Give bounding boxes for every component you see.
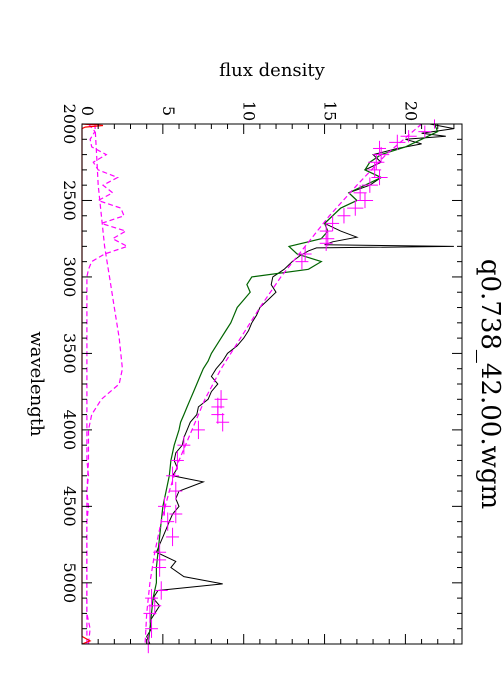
- error-bar: [400, 130, 417, 143]
- x-tick-label: 4500: [60, 486, 79, 527]
- error-bar: [148, 596, 162, 615]
- error-bar: [177, 436, 191, 455]
- series-line-1: [147, 123, 439, 645]
- error-bar: [418, 125, 432, 138]
- y-tick-label: 0: [78, 106, 97, 116]
- axis-ticks: 2000 2500 3000 3500 4000 4500 5000 0 5 10 15 20: [60, 101, 462, 645]
- error-bar: [319, 235, 333, 251]
- x-axis-label: wavelength: [26, 331, 47, 437]
- error-bar: [373, 146, 390, 163]
- plot-area: [81, 119, 454, 654]
- y-tick-label: 20: [401, 101, 420, 121]
- error-bar: [361, 177, 378, 193]
- series-line-4: [86, 123, 124, 644]
- error-bar: [211, 405, 225, 424]
- error-bar: [368, 162, 382, 178]
- x-tick-label: 3500: [60, 333, 79, 374]
- axes-frame: [81, 123, 463, 645]
- error-bar: [166, 466, 180, 485]
- y-tick-label: 10: [240, 101, 259, 121]
- error-bar: [143, 604, 157, 623]
- error-bar: [373, 140, 386, 157]
- y-axis-label: flux density: [219, 60, 325, 81]
- error-bar: [337, 208, 351, 224]
- error-bar: [169, 481, 183, 501]
- error-bar: [158, 497, 171, 516]
- error-bar: [353, 185, 367, 201]
- error-bar: [371, 169, 388, 186]
- x-tick-label: 2500: [60, 180, 79, 221]
- error-bar: [154, 581, 168, 600]
- x-tick-label: 2000: [60, 104, 79, 145]
- error-bar: [169, 504, 183, 524]
- x-tick-label: 5000: [60, 562, 79, 603]
- error-bar: [321, 231, 335, 247]
- series-line-2: [144, 123, 422, 645]
- error-bar: [214, 390, 228, 409]
- x-tick-label: 4000: [60, 410, 79, 451]
- error-bar: [356, 192, 374, 209]
- x-tick-label: 3000: [60, 257, 79, 298]
- error-bar: [191, 420, 205, 440]
- error-bar: [326, 215, 340, 232]
- chart-title: q0.738_42.00.wgm: [475, 259, 504, 509]
- series-line-3: [86, 123, 129, 645]
- error-bar: [161, 512, 175, 531]
- error-bar: [295, 254, 309, 270]
- error-bar: [145, 619, 158, 638]
- error-bar: [347, 200, 364, 216]
- error-bar: [389, 134, 406, 150]
- error-bar: [166, 527, 180, 547]
- series-line-0: [146, 123, 454, 645]
- y-tick-label: 5: [159, 106, 178, 116]
- y-tick-label: 15: [321, 101, 340, 121]
- error-bar: [216, 413, 230, 432]
- error-bar: [170, 451, 184, 470]
- error-bar: [368, 154, 385, 170]
- error-bar: [145, 588, 158, 608]
- error-bar: [298, 246, 312, 262]
- error-bar: [153, 558, 167, 577]
